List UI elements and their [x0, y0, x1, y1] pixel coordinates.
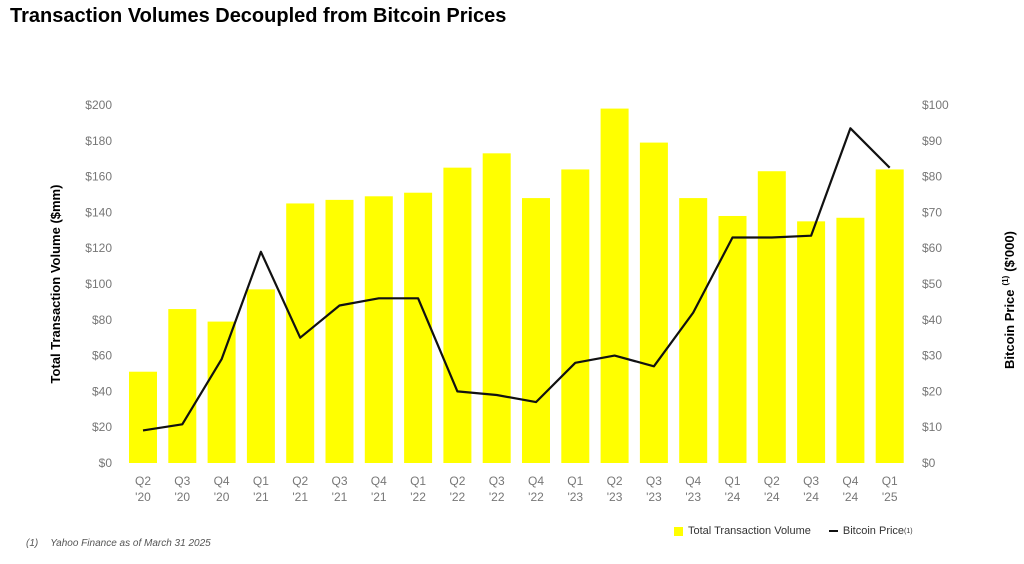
left-tick-label: $100	[85, 277, 112, 291]
legend-bar-swatch	[674, 526, 683, 536]
left-tick-label: $20	[92, 420, 112, 434]
x-tick-label: Q2'24	[764, 474, 780, 504]
x-tick-label: Q4'23	[685, 474, 701, 504]
volume-bar	[482, 153, 511, 463]
volume-bar	[364, 196, 393, 464]
legend-line-label: Bitcoin Price	[842, 525, 905, 537]
x-tick-label: Q4'21	[371, 474, 387, 504]
volume-bar	[679, 198, 708, 463]
right-axis-title-unit: ($'000)	[1002, 231, 1017, 272]
x-tick-label: Q2'22	[449, 474, 465, 504]
right-axis-title: Bitcoin Price (1) ($'000)	[1001, 231, 1017, 369]
right-tick-label: $70	[922, 205, 942, 219]
left-axis-title: Total Transaction Volume ($mm)	[48, 185, 63, 384]
left-tick-label: $180	[85, 134, 112, 148]
right-axis-title-sup: (1)	[1001, 275, 1010, 285]
right-tick-label: $100	[922, 98, 949, 112]
right-tick-label: $40	[922, 313, 942, 327]
right-tick-label: $50	[922, 277, 942, 291]
right-tick-label: $10	[922, 420, 942, 434]
volume-bar	[639, 142, 668, 463]
right-tick-label: $60	[922, 241, 942, 255]
left-axis-ticks: $0 $20 $40 $60 $80 $100 $120 $140 $160 $180 $200	[85, 98, 112, 470]
footnote: (1) Yahoo Finance as of March 31 2025	[26, 538, 211, 549]
left-tick-label: $120	[85, 241, 112, 255]
right-axis-title-label: Bitcoin Price	[1002, 289, 1017, 368]
right-axis-ticks: $0 $10 $20 $30 $40 $50 $60 $70 $80 $90 $100	[922, 98, 949, 470]
left-tick-label: $140	[85, 205, 112, 219]
right-tick-label: $20	[922, 384, 942, 398]
right-tick-label: $90	[922, 134, 942, 148]
legend: Total Transaction Volume Bitcoin Price (…	[674, 525, 913, 537]
x-tick-label: Q3'24	[803, 474, 819, 504]
legend-line-swatch	[828, 530, 838, 532]
left-tick-label: $160	[85, 170, 112, 184]
volume-bar	[207, 321, 236, 463]
legend-bar-label: Total Transaction Volume	[688, 525, 811, 537]
volume-bar	[757, 171, 786, 464]
x-tick-label: Q1'23	[567, 474, 583, 504]
chart-title: Transaction Volumes Decoupled from Bitco…	[10, 5, 507, 27]
x-tick-label: Q1'21	[253, 474, 269, 504]
bitcoin-price-line	[142, 127, 891, 432]
x-axis-labels: Q2'20 Q3'20 Q4'20 Q1'21 Q2'21 Q3'21 Q4'21 Q1'22…	[135, 474, 898, 504]
volume-bar	[168, 309, 197, 463]
left-tick-label: $200	[85, 98, 112, 112]
volume-bar	[404, 192, 433, 463]
volume-bar	[836, 217, 865, 463]
x-tick-label: Q2'23	[607, 474, 623, 504]
volume-bars	[129, 108, 904, 464]
x-tick-label: Q1'22	[410, 474, 426, 504]
volume-bar	[797, 221, 826, 463]
left-tick-label: $40	[92, 384, 112, 398]
x-tick-label: Q1'25	[882, 474, 898, 504]
volume-bar	[718, 215, 747, 463]
right-tick-label: $80	[922, 170, 942, 184]
right-tick-label: $30	[922, 349, 942, 363]
volume-bar	[561, 169, 590, 463]
volume-bar	[246, 289, 275, 463]
x-tick-label: Q2'20	[135, 474, 151, 504]
left-tick-label: $60	[92, 349, 112, 363]
x-tick-label: Q4'24	[842, 474, 858, 504]
x-tick-label: Q3'22	[489, 474, 505, 504]
right-tick-label: $0	[922, 456, 936, 470]
x-tick-label: Q3'21	[331, 474, 347, 504]
x-tick-label: Q1'24	[724, 474, 740, 504]
left-tick-label: $80	[92, 313, 112, 327]
x-tick-label: Q4'20	[214, 474, 230, 504]
volume-bar	[286, 203, 315, 463]
volume-bar	[522, 198, 550, 463]
volume-bar	[325, 199, 354, 463]
x-tick-label: Q2'21	[292, 474, 308, 504]
x-tick-label: Q3'20	[174, 474, 190, 504]
x-tick-label: Q4'22	[528, 474, 544, 504]
x-tick-label: Q3'23	[646, 474, 662, 504]
left-tick-label: $0	[99, 456, 113, 470]
footnote-text: Yahoo Finance as of March 31 2025	[50, 538, 211, 549]
legend-line-sup: (1)	[904, 527, 913, 535]
volume-bar	[443, 167, 472, 463]
footnote-marker: (1)	[26, 538, 39, 549]
volume-bar	[600, 108, 629, 463]
volume-bar	[129, 371, 157, 463]
chart: $0 $20 $40 $60 $80 $100 $120 $140 $160 $180 $200 $…	[48, 98, 1017, 504]
volume-bar	[875, 169, 904, 463]
